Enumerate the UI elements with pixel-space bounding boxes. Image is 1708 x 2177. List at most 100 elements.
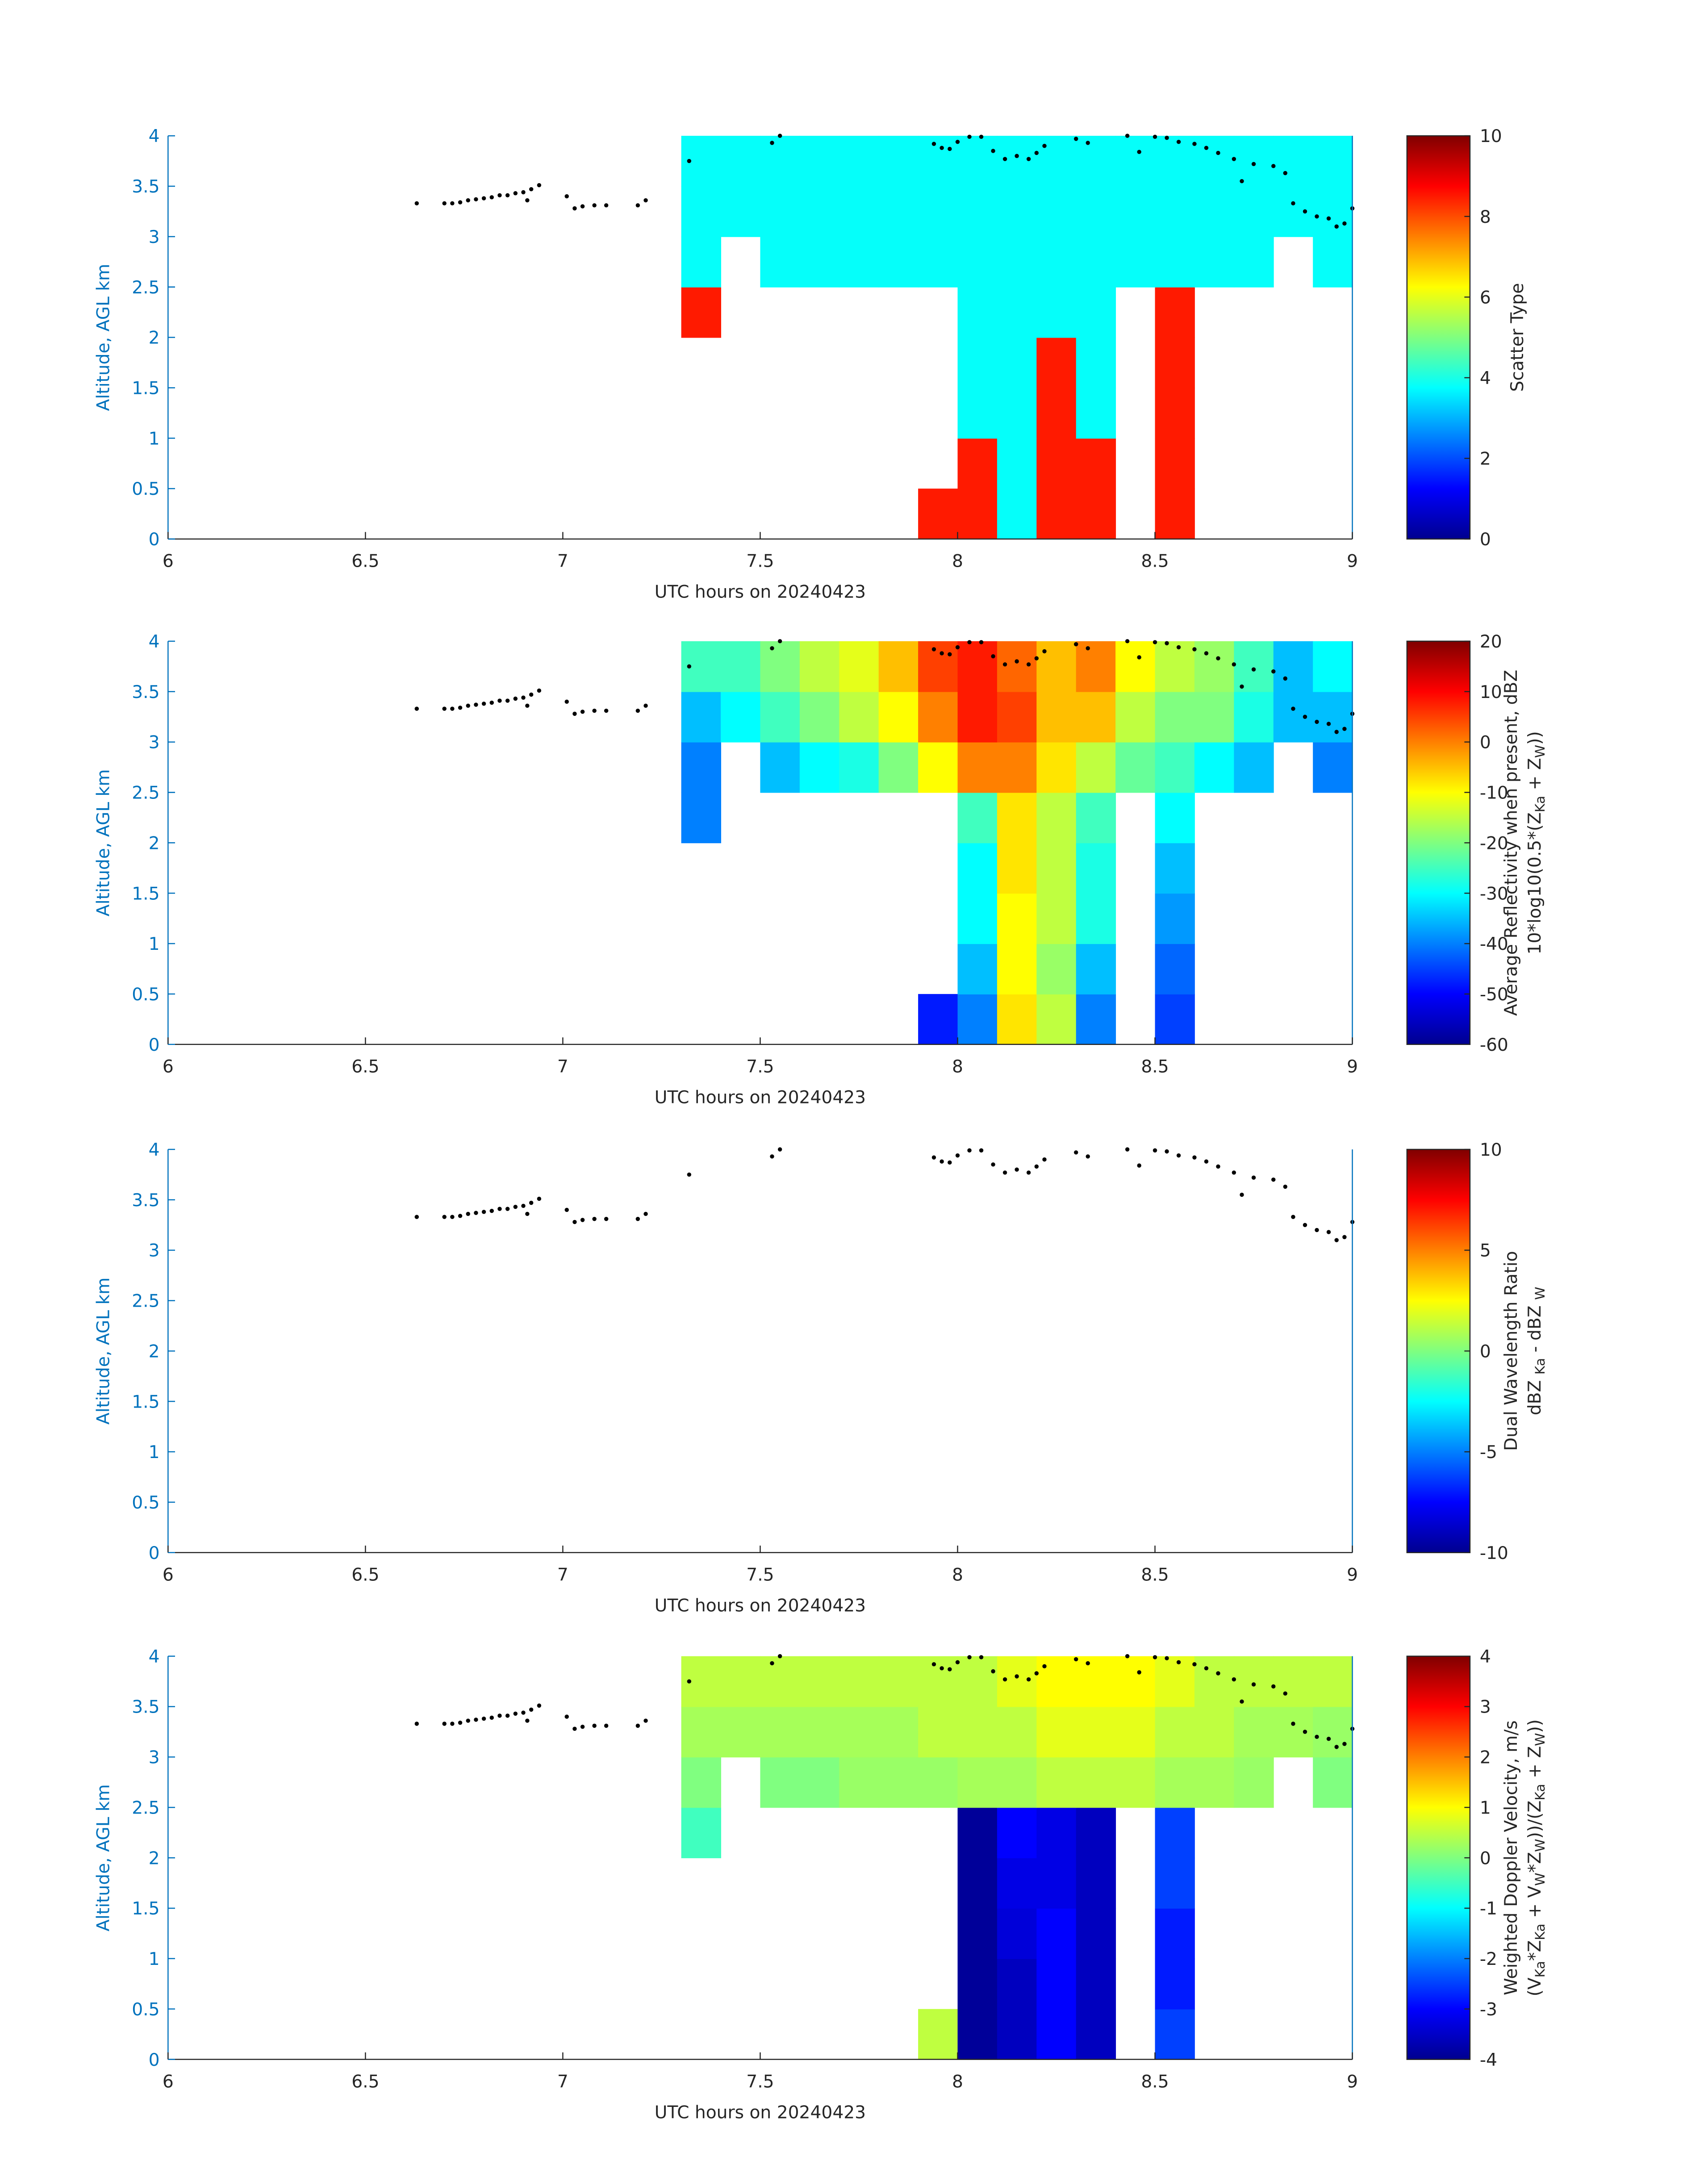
- cloud-top-point: [1232, 1677, 1236, 1682]
- cell: [1076, 2009, 1116, 2060]
- x-tick-label: 6: [163, 1565, 174, 1585]
- colorbar-label-subscript: Ka: [1533, 1784, 1548, 1801]
- cloud-top-point: [505, 1713, 510, 1718]
- cloud-top-point: [1125, 639, 1130, 643]
- cell: [957, 2009, 998, 2060]
- cloud-top-point: [1165, 1656, 1169, 1660]
- cloud-top-point: [931, 647, 936, 652]
- cell: [1076, 1858, 1116, 1909]
- cell: [1076, 287, 1116, 338]
- cell: [1155, 388, 1195, 439]
- cloud-top-point: [1283, 171, 1287, 175]
- cell: [1194, 1757, 1235, 1808]
- cloud-top-point: [955, 139, 960, 144]
- cloud-top-point: [564, 194, 569, 199]
- cell: [878, 1656, 919, 1707]
- cloud-top-point: [442, 706, 447, 711]
- colorbar-tick-label: 1: [1480, 1798, 1491, 1818]
- cloud-top-point: [505, 193, 510, 197]
- colorbar-label: Scatter Type: [1508, 283, 1528, 392]
- cloud-top-point: [1002, 1170, 1007, 1175]
- cell: [918, 2009, 958, 2060]
- cloud-top-point: [635, 1216, 640, 1221]
- cell: [997, 489, 1037, 539]
- cloud-top-point: [955, 1153, 960, 1158]
- cell: [681, 1807, 721, 1859]
- colorbar-label-part: - dBZ: [1525, 1300, 1545, 1358]
- y-tick-label: 3.5: [132, 1191, 159, 1211]
- y-tick-label: 3: [149, 227, 160, 247]
- cell: [1155, 337, 1195, 389]
- cloud-top-point: [580, 204, 585, 209]
- cell: [1115, 641, 1156, 692]
- colorbar-label-subscript: Ka: [1533, 1358, 1548, 1375]
- cloud-top-point: [948, 1667, 952, 1671]
- cloud-top-point: [414, 1722, 419, 1726]
- colorbar-label-part: )): [1525, 1719, 1545, 1733]
- cell: [1036, 287, 1077, 338]
- cloud-top-point: [481, 1717, 486, 1721]
- colorbar-label-subscript: W: [1533, 1873, 1548, 1886]
- colorbar-tick-label: 5: [1480, 1241, 1491, 1261]
- cell: [918, 136, 958, 187]
- cloud-top-point: [474, 1717, 478, 1722]
- cell: [681, 691, 721, 743]
- cell: [1234, 1706, 1274, 1758]
- colorbar-tick-label: 0: [1480, 1848, 1491, 1868]
- x-tick-label: 8.5: [1141, 1565, 1169, 1585]
- cloud-top-point: [1153, 1655, 1157, 1659]
- y-tick-label: 4: [149, 1647, 160, 1667]
- cloud-top-point: [1240, 179, 1244, 184]
- cloud-top-point: [1125, 134, 1130, 138]
- cloud-top-point: [687, 664, 692, 669]
- colorbar-label-subscript: Ka: [1533, 1923, 1548, 1940]
- cloud-top-point: [458, 1721, 463, 1725]
- cell: [1155, 287, 1195, 338]
- cell: [997, 388, 1037, 439]
- colorbar: [1406, 135, 1471, 540]
- cloud-top-point: [955, 1660, 960, 1665]
- cloud-top-point: [604, 708, 609, 713]
- cloud-top-point: [940, 146, 944, 150]
- cloud-top-point: [967, 640, 972, 644]
- cell: [799, 236, 840, 288]
- cloud-top-point: [1303, 209, 1307, 214]
- cell: [1313, 641, 1353, 692]
- cloud-top-point: [458, 1214, 463, 1218]
- colorbar-tick-label: 3: [1480, 1697, 1491, 1717]
- cloud-top-point: [1125, 1147, 1130, 1152]
- colorbar-tick-label: 6: [1480, 288, 1491, 308]
- cell: [799, 691, 840, 743]
- cell: [1155, 186, 1195, 237]
- cell: [839, 136, 879, 187]
- cell: [1036, 388, 1077, 439]
- cell: [1076, 944, 1116, 994]
- cloud-top-point: [1251, 1682, 1256, 1687]
- x-tick-label: 7.5: [746, 2072, 774, 2092]
- y-axis-label: Altitude, AGL km: [94, 264, 114, 411]
- panel: 6 6.5 7 7.5 8 8.5 9 0 0.5 1 1.5 2 2.5 3 3.5 4 UTC hours …: [94, 1140, 1549, 1616]
- cloud-top-point: [991, 654, 995, 659]
- y-tick-label: 0: [149, 2050, 160, 2070]
- cloud-top-point: [1026, 1170, 1031, 1175]
- cloud-top-point: [466, 703, 470, 708]
- cell: [1036, 2009, 1077, 2060]
- cloud-top-point: [474, 1211, 478, 1215]
- cell: [1194, 236, 1235, 288]
- x-tick-label: 7: [557, 1565, 568, 1585]
- cloud-top-point: [442, 201, 447, 206]
- cell: [799, 1757, 840, 1808]
- cell: [957, 236, 998, 288]
- cloud-top-point: [1204, 146, 1209, 150]
- x-tick-label: 7: [557, 552, 568, 572]
- cell: [997, 337, 1037, 389]
- cell: [721, 1656, 761, 1707]
- cell: [878, 742, 919, 793]
- colorbar-tick-label: 10: [1480, 682, 1502, 702]
- cell: [839, 691, 879, 743]
- y-tick-label: 3: [149, 1241, 160, 1261]
- cloud-top-point: [777, 134, 782, 138]
- cell: [1036, 641, 1077, 692]
- cell: [760, 1706, 800, 1758]
- cloud-top-point: [458, 200, 463, 205]
